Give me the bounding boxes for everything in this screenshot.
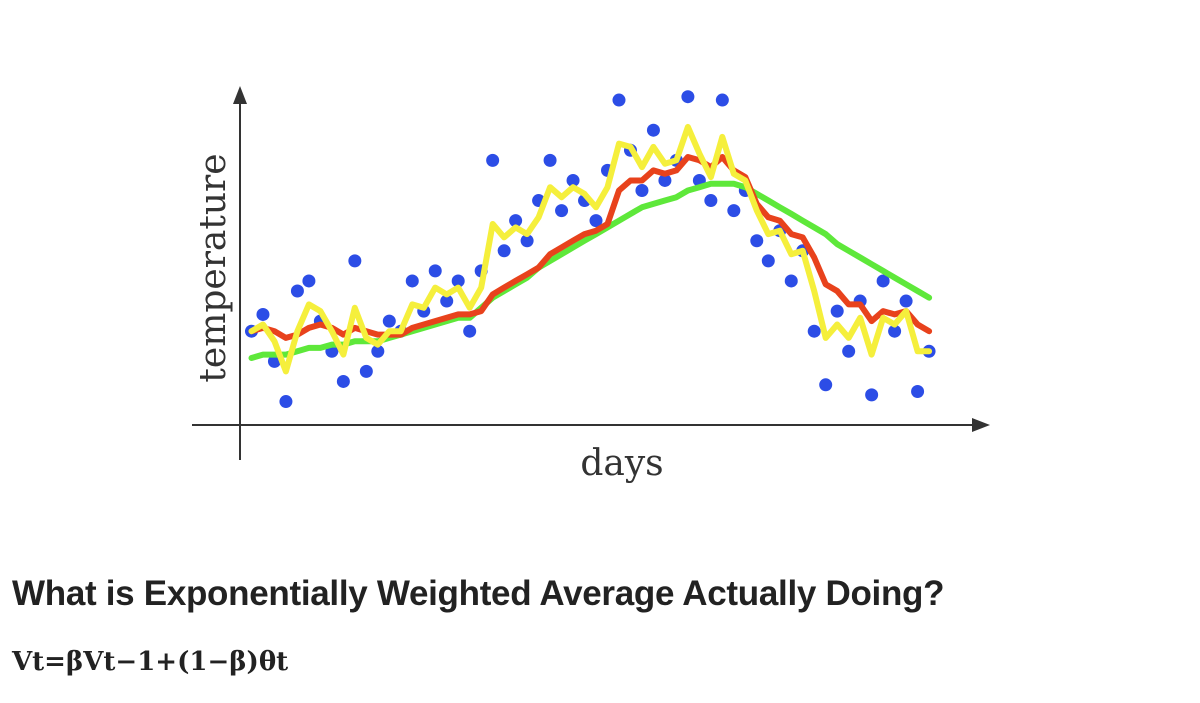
data-point	[302, 274, 316, 288]
data-point	[348, 254, 362, 268]
data-point	[761, 254, 775, 268]
data-point	[704, 194, 718, 208]
data-point	[555, 204, 569, 218]
data-point	[715, 93, 729, 107]
data-point	[589, 214, 603, 228]
data-point	[336, 374, 350, 388]
data-point	[807, 324, 821, 338]
data-point	[727, 204, 741, 218]
data-point	[543, 153, 557, 167]
data-point	[440, 294, 454, 308]
data-point	[256, 307, 270, 321]
x-arrow	[972, 418, 990, 432]
data-point	[635, 184, 649, 197]
data-point	[520, 234, 534, 248]
data-point	[681, 90, 695, 104]
data-point	[876, 274, 890, 288]
data-point	[911, 385, 925, 398]
data-point	[612, 93, 626, 107]
data-point	[371, 344, 385, 358]
data-point	[486, 153, 500, 167]
data-point	[865, 388, 879, 402]
data-point	[382, 314, 396, 328]
data-point	[658, 173, 672, 187]
data-point	[819, 378, 833, 392]
formula: Vt=βVt−1+(1−β)θt	[12, 647, 289, 677]
data-point	[566, 173, 580, 187]
chart: days temperature	[192, 86, 990, 484]
data-point	[899, 294, 913, 308]
data-point	[279, 395, 293, 409]
x-axis-label: days	[580, 443, 663, 484]
data-point	[451, 274, 465, 288]
data-point	[428, 264, 442, 278]
data-point	[750, 234, 764, 248]
y-arrow	[233, 86, 247, 104]
data-point	[509, 214, 523, 228]
data-point	[646, 123, 660, 137]
data-point	[784, 274, 798, 288]
data-point	[497, 244, 511, 258]
average-line	[248, 180, 933, 361]
data-point	[290, 284, 304, 298]
heading: What is Exponentially Weighted Average A…	[12, 574, 945, 613]
data-point	[888, 324, 902, 338]
data-point	[359, 364, 373, 378]
average-line	[248, 123, 933, 375]
data-point	[405, 274, 419, 288]
data-point	[463, 324, 477, 338]
data-point	[842, 344, 856, 358]
y-axis-label: temperature	[193, 153, 234, 382]
data-point	[830, 304, 844, 318]
